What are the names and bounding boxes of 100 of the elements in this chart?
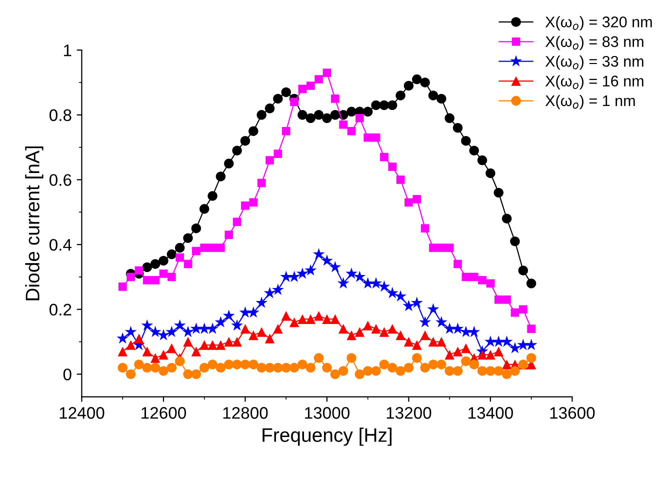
point (354, 270, 366, 282)
point (437, 244, 446, 252)
point (274, 150, 282, 158)
point (199, 340, 210, 350)
point (199, 204, 210, 214)
point (436, 94, 446, 104)
point (126, 369, 136, 380)
point (484, 336, 496, 347)
point (281, 310, 291, 321)
point (216, 340, 226, 350)
point (502, 295, 511, 304)
point (199, 362, 210, 373)
point (306, 314, 316, 324)
point (249, 198, 258, 207)
legend-label: X(ω$_{o}$) = 33 nm (545, 56, 644, 70)
y-tick-label: 0.6 (50, 174, 72, 186)
point (290, 98, 298, 106)
point (412, 340, 422, 350)
point (184, 260, 192, 268)
point (256, 362, 266, 373)
x-tick-label: 13600 (550, 407, 595, 419)
point (183, 233, 193, 243)
point (500, 336, 513, 347)
point (298, 360, 308, 370)
point (339, 120, 348, 129)
point (248, 126, 258, 136)
point (232, 146, 242, 156)
point (469, 360, 479, 370)
point (461, 136, 471, 146)
point (116, 332, 129, 344)
point (256, 110, 266, 120)
point (118, 346, 128, 356)
point (304, 264, 317, 276)
point (322, 314, 332, 324)
point (387, 100, 398, 110)
point (174, 242, 185, 253)
point (273, 324, 283, 334)
point (191, 346, 202, 356)
point (158, 350, 168, 360)
point (134, 266, 144, 275)
point (452, 366, 463, 376)
point (412, 74, 422, 84)
point (281, 87, 291, 98)
x-axis-title: Frequency [Hz] (262, 428, 392, 446)
point (330, 94, 340, 103)
point (322, 362, 332, 373)
point (257, 178, 266, 188)
point (208, 360, 218, 370)
point (134, 334, 144, 344)
point (312, 248, 325, 260)
point (198, 322, 210, 334)
point (248, 360, 258, 370)
point (355, 114, 364, 122)
point (444, 366, 454, 376)
point (517, 338, 530, 350)
point (192, 246, 200, 256)
point (510, 308, 520, 317)
point (428, 336, 438, 347)
point (444, 350, 454, 360)
point (266, 156, 274, 164)
point (396, 366, 406, 376)
point (314, 353, 324, 363)
point (224, 336, 234, 347)
point (362, 106, 373, 117)
point (372, 133, 380, 142)
point (298, 314, 308, 324)
point (477, 155, 488, 166)
point (151, 276, 160, 284)
point (428, 360, 438, 370)
point (412, 195, 422, 204)
point (183, 336, 193, 347)
point (518, 305, 528, 314)
point (150, 259, 160, 269)
point (510, 236, 520, 246)
point (410, 296, 423, 308)
point (379, 360, 390, 370)
point (494, 366, 504, 376)
point (142, 262, 152, 272)
point (142, 362, 152, 373)
y-tick-label: 0.4 (50, 238, 72, 251)
point (494, 346, 504, 356)
point (378, 280, 390, 292)
point (470, 272, 478, 282)
point (509, 342, 521, 354)
point (396, 90, 406, 100)
point (272, 284, 284, 295)
point (264, 104, 275, 114)
point (502, 369, 512, 380)
point (346, 267, 358, 279)
point (150, 353, 160, 363)
y-tick-label: 0.2 (50, 304, 72, 316)
point (176, 253, 184, 262)
point (420, 330, 430, 340)
point (346, 353, 356, 363)
point (124, 326, 137, 338)
y-tick-label: 1 (64, 44, 72, 56)
point (118, 282, 127, 291)
point (435, 316, 448, 328)
point (158, 366, 168, 376)
point (362, 320, 373, 330)
